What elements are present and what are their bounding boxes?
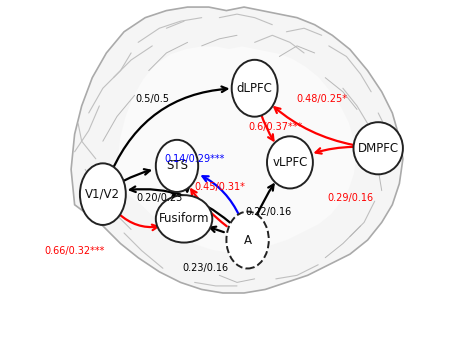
- Ellipse shape: [227, 211, 269, 269]
- Text: 0.45/0.31*: 0.45/0.31*: [194, 182, 245, 192]
- Text: 0.66/0.32***: 0.66/0.32***: [45, 246, 105, 256]
- Ellipse shape: [354, 122, 403, 174]
- FancyArrowPatch shape: [202, 176, 240, 216]
- Ellipse shape: [232, 60, 278, 117]
- Text: vLPFC: vLPFC: [272, 156, 308, 169]
- Ellipse shape: [80, 163, 126, 225]
- FancyArrowPatch shape: [184, 186, 190, 192]
- PathPatch shape: [118, 47, 356, 252]
- FancyArrowPatch shape: [316, 147, 353, 154]
- Text: V1/V2: V1/V2: [85, 188, 120, 201]
- Text: 0.22/0.16: 0.22/0.16: [246, 207, 292, 217]
- FancyArrowPatch shape: [256, 185, 273, 217]
- Text: DMPFC: DMPFC: [358, 142, 399, 155]
- FancyArrowPatch shape: [191, 190, 227, 226]
- Text: 0.48/0.25*: 0.48/0.25*: [296, 94, 347, 104]
- Ellipse shape: [156, 140, 198, 192]
- Ellipse shape: [267, 136, 313, 189]
- FancyArrowPatch shape: [261, 113, 273, 140]
- PathPatch shape: [71, 7, 403, 293]
- Ellipse shape: [156, 195, 212, 243]
- FancyArrowPatch shape: [118, 214, 158, 230]
- Text: 0.23/0.16: 0.23/0.16: [182, 263, 228, 273]
- Text: STS: STS: [166, 160, 188, 172]
- FancyArrowPatch shape: [210, 227, 224, 232]
- Text: 0.14/0.29***: 0.14/0.29***: [164, 154, 225, 164]
- FancyArrowPatch shape: [124, 169, 150, 181]
- Text: Fusiform: Fusiform: [159, 213, 210, 225]
- Text: dLPFC: dLPFC: [237, 82, 273, 95]
- Text: 0.5/0.5: 0.5/0.5: [135, 94, 169, 104]
- Text: 0.6/0.37***: 0.6/0.37***: [249, 122, 303, 132]
- Text: 0.20/0.23: 0.20/0.23: [136, 193, 182, 203]
- Text: 0.29/0.16: 0.29/0.16: [327, 193, 373, 203]
- FancyArrowPatch shape: [274, 107, 354, 145]
- FancyArrowPatch shape: [130, 186, 230, 222]
- FancyArrowPatch shape: [172, 193, 177, 199]
- Text: A: A: [244, 234, 252, 246]
- FancyArrowPatch shape: [112, 86, 227, 171]
